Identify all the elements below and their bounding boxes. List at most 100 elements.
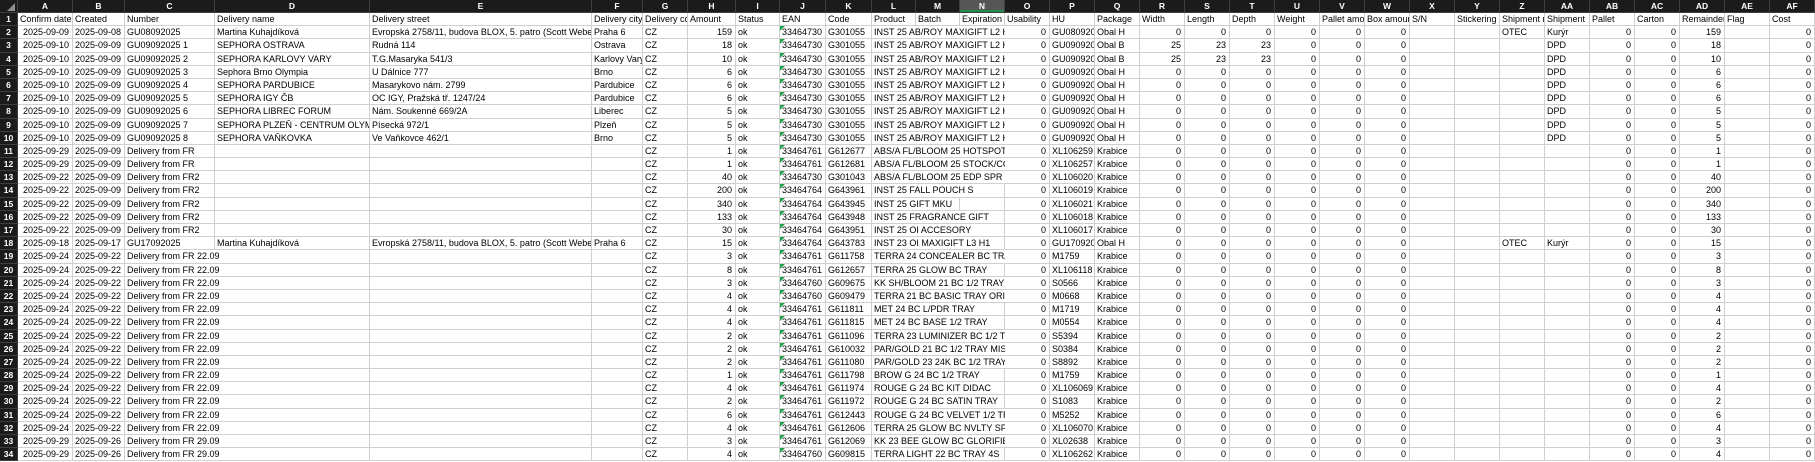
cell-AB8[interactable]: 0	[1590, 105, 1635, 119]
cell-J12[interactable]: 33464761	[780, 158, 826, 172]
row-header-8[interactable]: 8	[0, 105, 18, 119]
cell-Y34[interactable]	[1455, 448, 1500, 462]
cell-AB19[interactable]: 0	[1590, 250, 1635, 264]
cell-AB18[interactable]: 0	[1590, 237, 1635, 251]
column-header-G[interactable]: G	[643, 0, 688, 12]
header-cell-O[interactable]: Usability	[1005, 13, 1050, 27]
cell-C17[interactable]: Delivery from FR2	[125, 224, 215, 238]
cell-G9[interactable]: CZ	[643, 118, 688, 132]
cell-X14[interactable]	[1410, 184, 1455, 198]
cell-Q8[interactable]: Obal H	[1095, 105, 1140, 119]
cell-X19[interactable]	[1410, 250, 1455, 264]
cell-R21[interactable]: 0	[1140, 276, 1185, 290]
cell-T22[interactable]: 0	[1230, 289, 1275, 304]
cell-O23[interactable]: 0	[1005, 303, 1050, 317]
cell-AA30[interactable]	[1545, 395, 1590, 409]
cell-AA3[interactable]: DPD	[1545, 39, 1590, 53]
cell-AC34[interactable]: 0	[1635, 448, 1680, 462]
cell-AD26[interactable]: 2	[1680, 342, 1725, 356]
cell-Z18[interactable]: OTEC	[1500, 237, 1545, 251]
cell-S6[interactable]: 0	[1185, 78, 1230, 93]
cell-AF9[interactable]: 0	[1770, 118, 1815, 132]
cell-B23[interactable]: 2025-09-22	[73, 303, 125, 317]
cell-H21[interactable]: 3	[688, 276, 736, 290]
cell-J25[interactable]: 33464761	[780, 329, 826, 343]
cell-AA32[interactable]	[1545, 421, 1590, 435]
cell-AD30[interactable]: 2	[1680, 395, 1725, 409]
cell-X13[interactable]	[1410, 171, 1455, 185]
row-header-27[interactable]: 27	[0, 355, 18, 370]
cell-Y31[interactable]	[1455, 408, 1500, 422]
cell-AE31[interactable]	[1725, 408, 1770, 422]
cell-S34[interactable]: 0	[1185, 448, 1230, 462]
cell-AA14[interactable]	[1545, 184, 1590, 198]
cell-U30[interactable]: 0	[1275, 395, 1320, 409]
cell-Z32[interactable]	[1500, 421, 1545, 435]
column-header-K[interactable]: K	[826, 0, 872, 12]
cell-C20[interactable]: Delivery from FR 22.09	[125, 263, 220, 277]
cell-A32[interactable]: 2025-09-24	[18, 421, 73, 435]
cell-K24[interactable]: G611815	[826, 316, 872, 330]
cell-J28[interactable]: 33464761	[780, 369, 826, 383]
cell-U18[interactable]: 0	[1275, 237, 1320, 251]
cell-H28[interactable]: 1	[688, 369, 736, 383]
cell-V20[interactable]: 0	[1320, 263, 1365, 277]
column-header-J[interactable]: J	[780, 0, 826, 12]
cell-AF13[interactable]: 0	[1770, 171, 1815, 185]
cell-W2[interactable]: 0	[1365, 26, 1410, 40]
cell-AA7[interactable]: DPD	[1545, 92, 1590, 106]
cell-X3[interactable]	[1410, 39, 1455, 53]
header-cell-A[interactable]: Confirm date	[18, 13, 73, 27]
cell-AA6[interactable]: DPD	[1545, 78, 1590, 93]
cell-AC25[interactable]: 0	[1635, 329, 1680, 343]
cell-Z17[interactable]	[1500, 224, 1545, 238]
cell-U21[interactable]: 0	[1275, 276, 1320, 290]
cell-F30[interactable]	[592, 395, 643, 409]
cell-E15[interactable]	[370, 197, 592, 211]
cell-O3[interactable]: 0	[1005, 39, 1050, 53]
cell-W8[interactable]: 0	[1365, 105, 1410, 119]
cell-Q26[interactable]: Krabice	[1095, 342, 1140, 356]
cell-AF20[interactable]: 0	[1770, 263, 1815, 277]
cell-O14[interactable]: 0	[1005, 184, 1050, 198]
cell-AA15[interactable]	[1545, 197, 1590, 211]
cell-Z6[interactable]	[1500, 78, 1545, 93]
row-header-29[interactable]: 29	[0, 382, 18, 396]
cell-A34[interactable]: 2025-09-29	[18, 448, 73, 462]
cell-V31[interactable]: 0	[1320, 408, 1365, 422]
cell-R30[interactable]: 0	[1140, 395, 1185, 409]
cell-W17[interactable]: 0	[1365, 224, 1410, 238]
cell-I16[interactable]: ok	[736, 210, 780, 224]
cell-J7[interactable]: 33464730	[780, 92, 826, 106]
cell-H14[interactable]: 200	[688, 184, 736, 198]
cell-G28[interactable]: CZ	[643, 369, 688, 383]
row-header-24[interactable]: 24	[0, 316, 18, 330]
cell-X31[interactable]	[1410, 408, 1455, 422]
row-header-20[interactable]: 20	[0, 263, 18, 277]
cell-T8[interactable]: 0	[1230, 105, 1275, 119]
cell-P29[interactable]: XL106069	[1050, 382, 1095, 396]
cell-R3[interactable]: 25	[1140, 39, 1185, 53]
cell-A6[interactable]: 2025-09-10	[18, 78, 73, 93]
cell-V30[interactable]: 0	[1320, 395, 1365, 409]
cell-O15[interactable]: 0	[1005, 197, 1050, 211]
cell-R4[interactable]: 25	[1140, 52, 1185, 66]
cell-AE2[interactable]	[1725, 26, 1770, 40]
cell-V26[interactable]: 0	[1320, 342, 1365, 356]
cell-AA34[interactable]	[1545, 448, 1590, 462]
cell-V25[interactable]: 0	[1320, 329, 1365, 343]
cell-AB2[interactable]: 0	[1590, 26, 1635, 40]
cell-B9[interactable]: 2025-09-09	[73, 118, 125, 132]
cell-D33[interactable]	[215, 435, 370, 449]
cell-I30[interactable]: ok	[736, 395, 780, 409]
cell-R34[interactable]: 0	[1140, 448, 1185, 462]
cell-Y27[interactable]	[1455, 355, 1500, 370]
cell-Y9[interactable]	[1455, 118, 1500, 132]
column-header-P[interactable]: P	[1050, 0, 1095, 12]
cell-F22[interactable]	[592, 289, 643, 304]
cell-O7[interactable]: 0	[1005, 92, 1050, 106]
cell-D11[interactable]	[215, 144, 370, 159]
column-header-Q[interactable]: Q	[1095, 0, 1140, 12]
cell-Y12[interactable]	[1455, 158, 1500, 172]
cell-D10[interactable]: SEPHORA VAŇKOVKA	[215, 131, 370, 145]
